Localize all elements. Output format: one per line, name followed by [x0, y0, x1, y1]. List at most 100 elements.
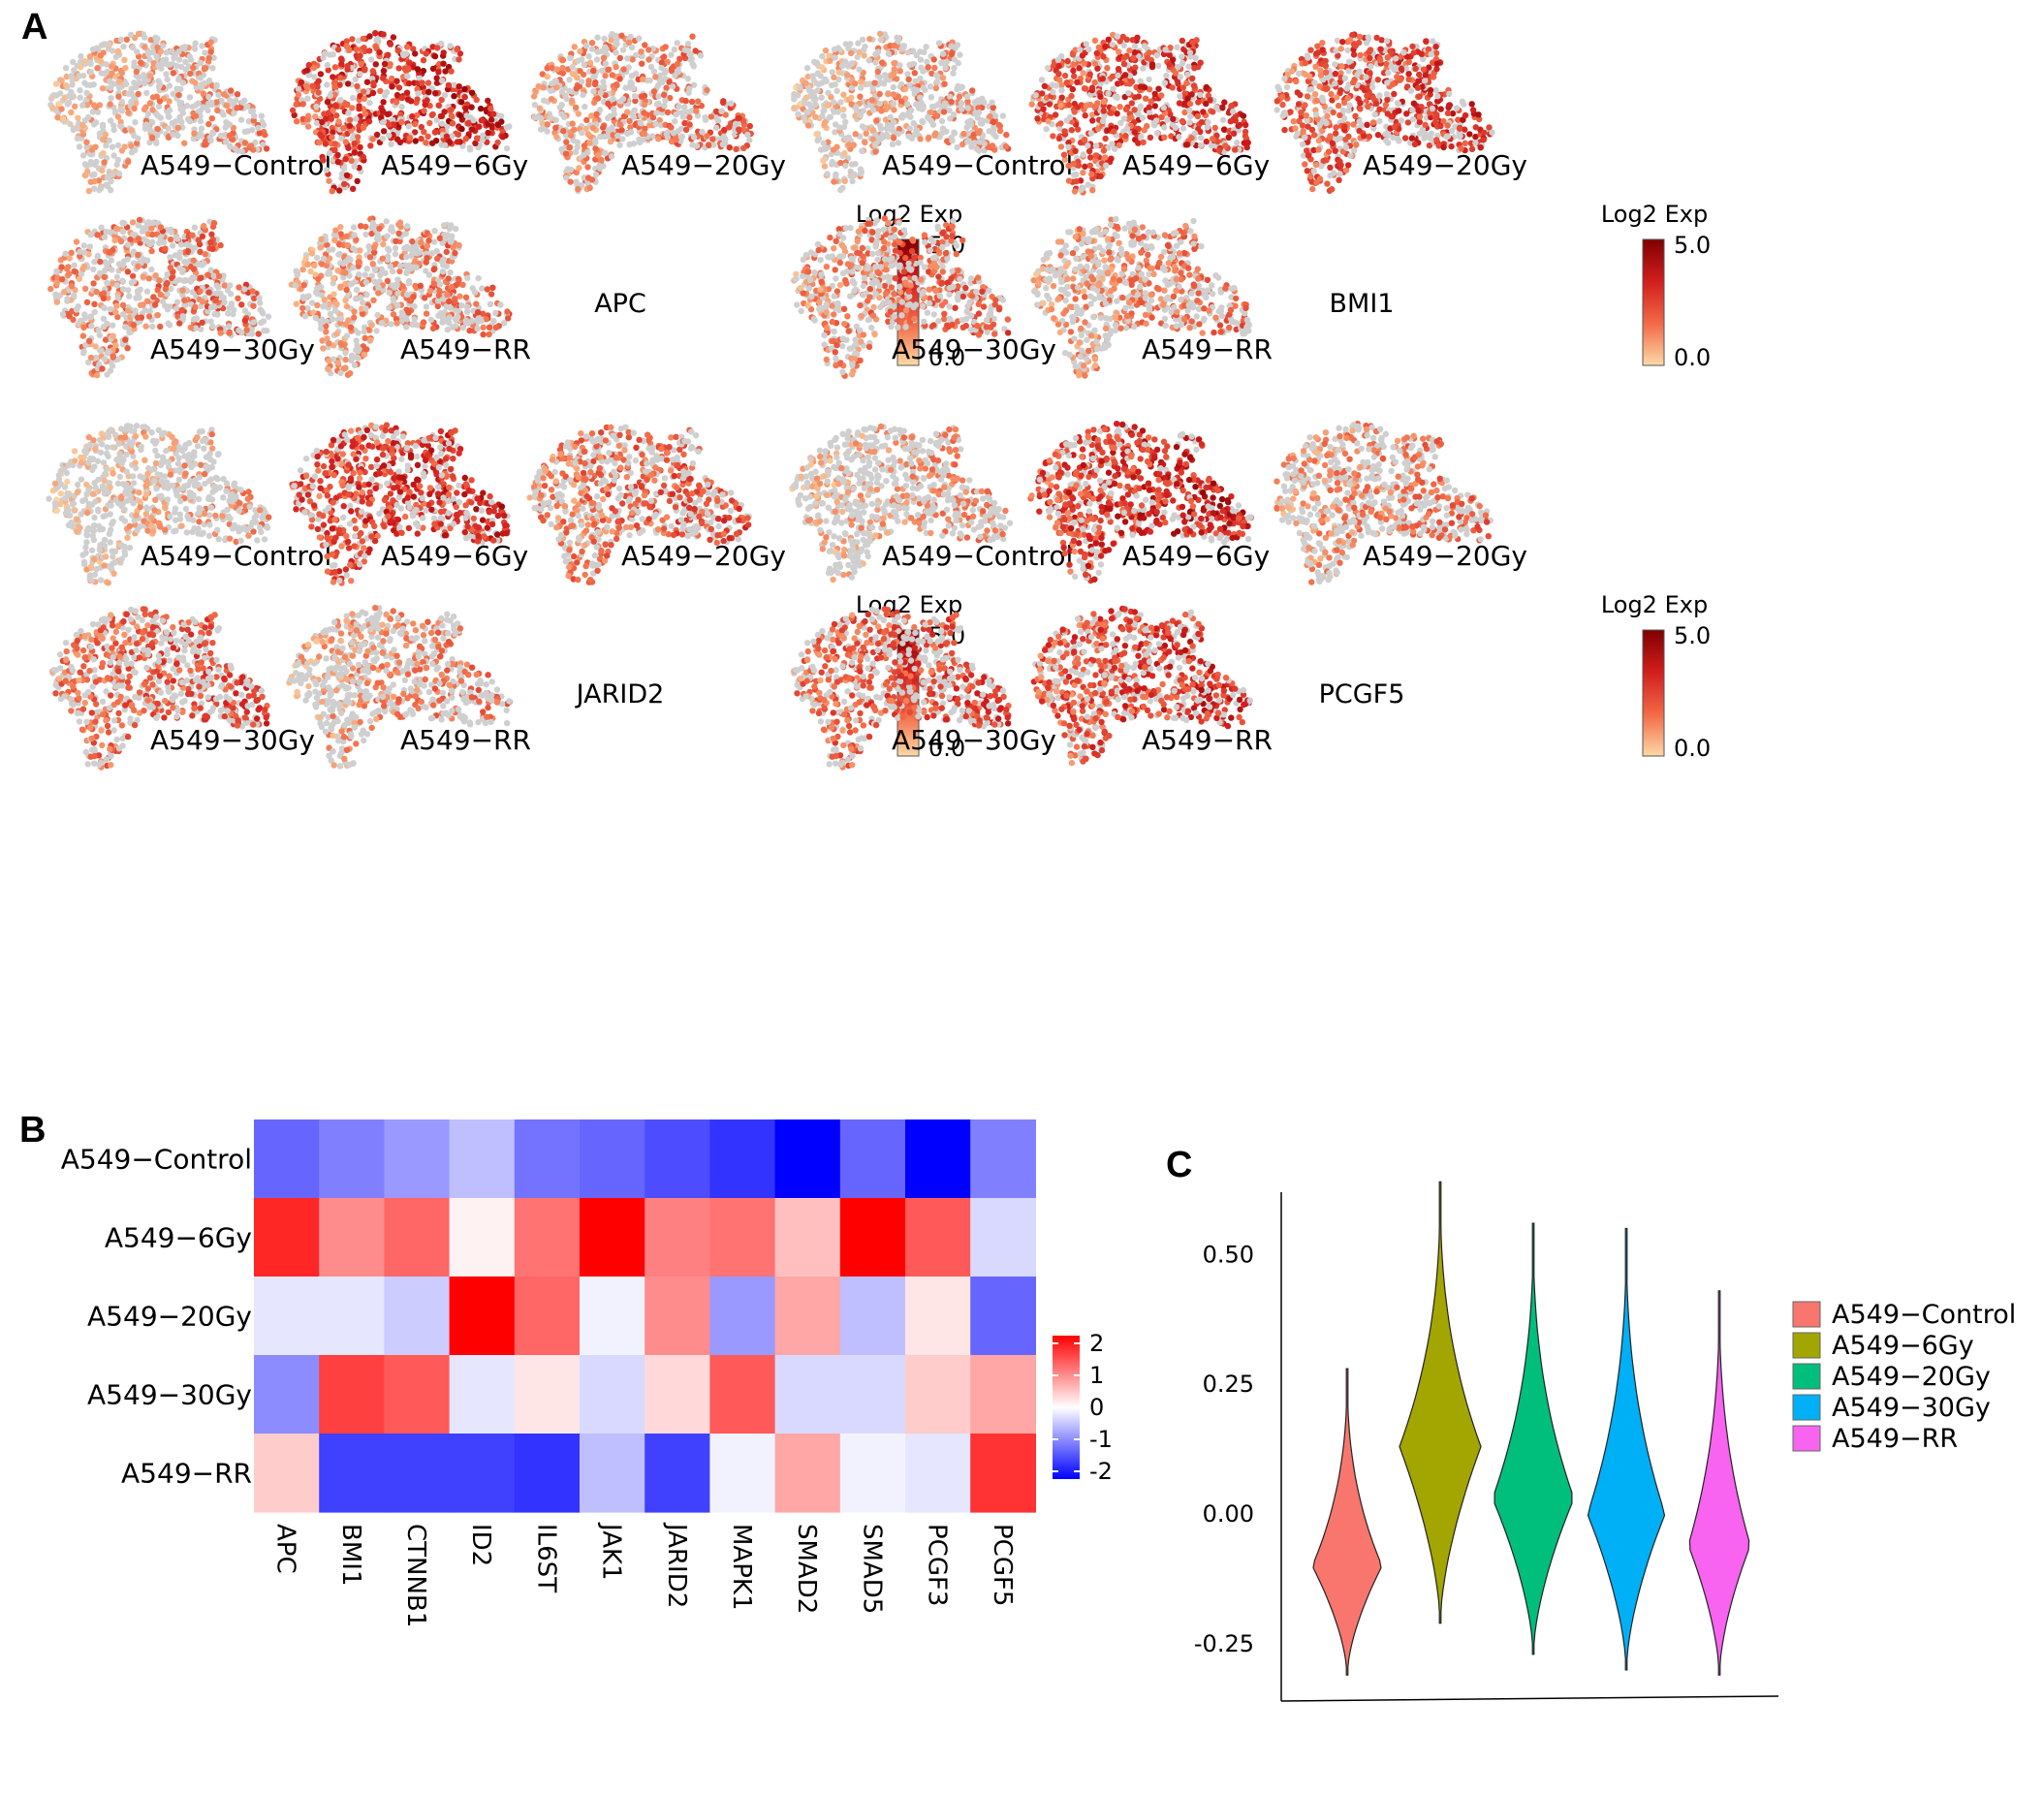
umap-point	[1117, 79, 1125, 86]
umap-point	[905, 76, 912, 83]
umap-point	[366, 100, 373, 107]
umap-point	[868, 97, 875, 104]
umap-point	[337, 55, 345, 62]
umap-point	[852, 160, 859, 168]
umap-point	[58, 77, 65, 84]
umap-point	[828, 81, 835, 89]
umap-point	[582, 103, 588, 110]
umap-point	[71, 262, 78, 268]
umap-point	[841, 149, 848, 157]
umap-point	[313, 119, 321, 127]
umap-point	[447, 43, 454, 49]
umap-point	[128, 149, 136, 156]
umap-point	[639, 93, 645, 100]
umap-point	[889, 141, 896, 147]
umap-point	[489, 284, 496, 291]
umap-point	[837, 186, 844, 194]
umap-point	[652, 74, 659, 80]
umap-point	[146, 73, 153, 79]
umap-point	[1151, 103, 1159, 110]
umap-point	[58, 264, 65, 270]
umap-point	[100, 295, 108, 302]
umap-point	[977, 119, 984, 127]
umap-point	[113, 302, 120, 309]
umap-point	[330, 275, 337, 282]
umap-point	[140, 72, 147, 79]
umap-point	[650, 68, 658, 75]
umap-point	[337, 97, 344, 104]
umap-point	[1071, 73, 1078, 79]
umap-point	[189, 232, 196, 238]
umap-point	[455, 131, 462, 138]
umap-point	[386, 121, 393, 128]
umap-point	[891, 100, 897, 108]
umap-point	[179, 315, 187, 323]
umap-point	[217, 132, 224, 140]
umap-point	[123, 80, 130, 88]
umap-point	[1063, 79, 1071, 86]
umap-point	[1055, 71, 1062, 78]
umap-point	[925, 113, 931, 121]
umap-point	[503, 144, 511, 152]
umap-point	[925, 64, 931, 71]
umap-point	[949, 137, 956, 144]
umap-point	[645, 56, 652, 63]
umap-point	[598, 156, 605, 164]
umap-point	[575, 185, 582, 193]
umap-point	[728, 100, 735, 107]
umap-point	[562, 150, 570, 157]
umap-point	[948, 43, 955, 49]
umap-point	[201, 222, 207, 230]
umap-point	[110, 354, 116, 361]
umap-point	[849, 177, 856, 185]
umap-point	[647, 63, 655, 71]
umap-point	[320, 345, 327, 352]
umap-condition-label: A549−6Gy	[381, 149, 528, 181]
umap-point	[579, 129, 585, 137]
umap-point	[699, 129, 706, 136]
umap-point	[581, 142, 588, 149]
umap-point	[424, 255, 430, 262]
umap-point	[221, 91, 228, 98]
umap-point	[327, 269, 333, 277]
umap-point	[567, 166, 575, 173]
umap-point	[202, 49, 208, 56]
umap-point	[447, 238, 455, 245]
umap-point	[150, 59, 157, 67]
umap-point	[351, 163, 358, 170]
umap-point	[590, 88, 597, 95]
umap-point	[374, 231, 381, 237]
umap-point	[70, 316, 77, 324]
umap-point	[559, 64, 566, 72]
umap-point	[175, 75, 182, 82]
umap-point	[117, 36, 125, 44]
umap-point	[299, 304, 306, 312]
umap-point	[454, 139, 461, 145]
umap-point	[433, 79, 441, 86]
umap-point	[213, 282, 220, 289]
umap-point	[178, 118, 185, 126]
umap-point	[1244, 140, 1251, 146]
umap-point	[154, 125, 161, 133]
umap-point	[207, 303, 215, 311]
umap-point	[653, 101, 661, 108]
umap-point	[110, 322, 116, 329]
umap-point	[164, 280, 171, 287]
umap-point	[824, 171, 831, 177]
umap-point	[1083, 41, 1090, 47]
umap-point	[190, 257, 197, 264]
umap-point	[343, 332, 351, 339]
umap-point	[1198, 142, 1205, 149]
umap-point	[79, 102, 86, 110]
umap-point	[245, 118, 252, 125]
umap-point	[940, 109, 948, 115]
umap-point	[72, 103, 79, 110]
umap-point	[396, 219, 404, 226]
umap-point	[1091, 37, 1099, 44]
umap-point	[686, 121, 693, 128]
umap-point	[119, 278, 126, 285]
umap-point	[353, 286, 361, 294]
umap-point	[207, 239, 214, 246]
umap-point	[99, 85, 107, 92]
umap-point	[94, 65, 101, 72]
